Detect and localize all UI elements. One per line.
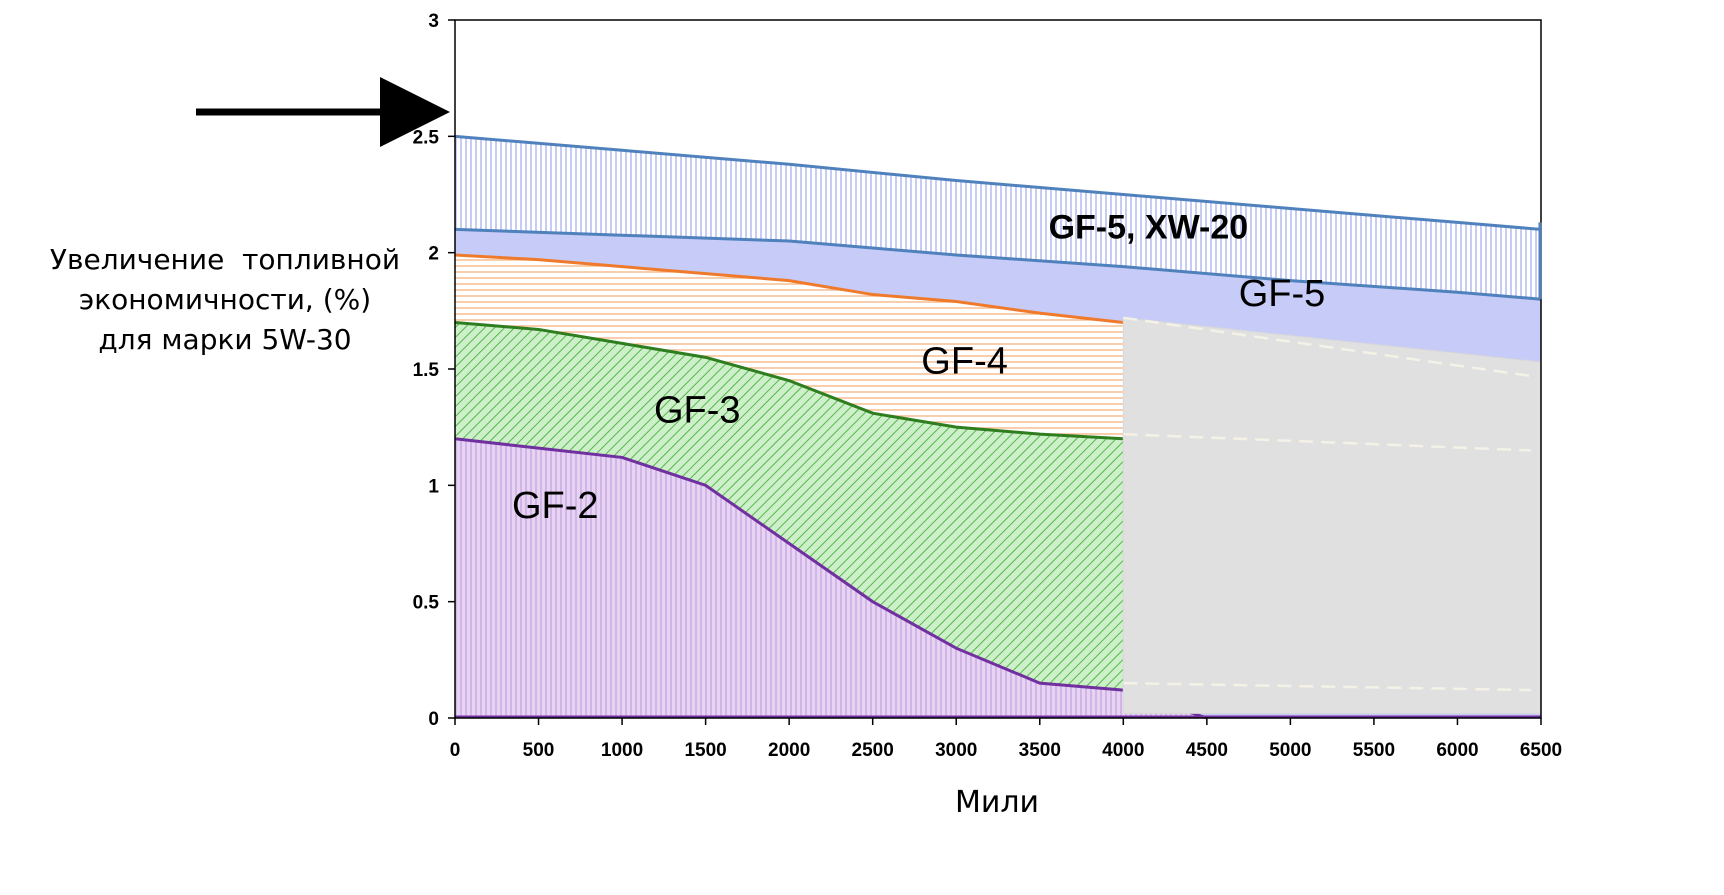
y-tick-label: 2 [428,244,439,265]
area-label: GF-5 [1239,273,1326,315]
y-tick-label: 3 [428,11,439,32]
x-tick-label: 2000 [768,740,810,761]
gray-box-guide [1123,432,1532,452]
x-tick-label: 3000 [935,740,977,761]
series-line-gf-3 [454,320,1124,441]
gray-projection-box [1122,316,1542,714]
series-lines [454,134,1542,720]
x-tick-label: 0 [450,740,461,761]
x-tick-label: 6000 [1436,740,1478,761]
area-label: GF-5, XW-20 [1049,209,1249,247]
gray-box-guide [1123,316,1532,378]
y-axis-title-line: для марки 5W-30 [98,323,352,356]
area-label: GF-3 [654,390,741,432]
x-axis-title: Мили [955,785,1039,820]
y-tick-label: 2.5 [413,127,440,148]
x-tick-label: 4000 [1102,740,1144,761]
axes: 0 500 1000 1500 2000 2500 3000 3500 4000 4500 5000… [413,11,1563,761]
y-tick-label: 0 [428,709,439,730]
x-tick-label: 3500 [1019,740,1061,761]
x-tick-label: 6500 [1520,740,1562,761]
y-axis-title-line: экономичности, (%) [78,283,372,316]
series-line-gf-5-xw-20 [454,134,1542,231]
x-tick-label: 500 [523,740,555,761]
area-label: GF-4 [921,341,1008,383]
series-line-gf-5 [454,227,1542,301]
area-gf-2 [455,438,1207,718]
gray-box [1122,317,1542,714]
x-tick-label: 5500 [1353,740,1395,761]
gray-box-guide [1123,681,1532,692]
area-labels: GF-2 GF-3 GF-4 GF-5 GF-5, XW-20 [512,209,1325,527]
x-tick-label: 1000 [601,740,643,761]
y-tick-label: 1 [428,476,439,497]
y-tick-label: 0.5 [413,593,440,614]
series-line-gf-4 [454,253,1124,324]
x-tick-label: 4500 [1186,740,1228,761]
x-tick-label: 5000 [1269,740,1311,761]
y-axis-title: Увеличение топливной экономичности, (%) … [0,240,450,360]
y-tick-label: 1.5 [413,360,440,381]
area-label: GF-2 [512,485,599,527]
series-line-gf-2 [454,437,1208,720]
x-tick-label: 1500 [684,740,726,761]
x-tick-label: 2500 [852,740,894,761]
y-axis-title-line: Увеличение топливной [49,243,401,276]
